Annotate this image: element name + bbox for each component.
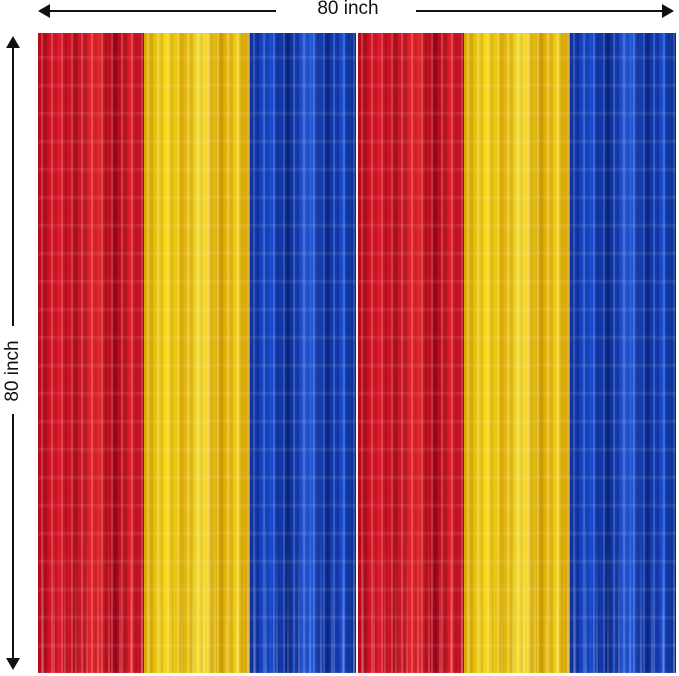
down-arrow-icon xyxy=(6,658,20,670)
yellow-foil-panel xyxy=(464,33,570,673)
curtain-set-1 xyxy=(38,33,356,673)
height-dimension-line-top xyxy=(12,44,14,326)
right-arrow-icon xyxy=(662,4,674,18)
height-dimension: 80 inch xyxy=(0,36,26,670)
curtain-set-2 xyxy=(358,33,676,673)
curtain-divider xyxy=(356,33,358,673)
width-dimension: 80 inch xyxy=(38,0,674,22)
blue-foil-panel xyxy=(570,33,676,673)
width-label: 80 inch xyxy=(317,0,379,19)
height-label: 80 inch xyxy=(2,340,23,402)
red-foil-panel xyxy=(358,33,464,673)
red-foil-panel xyxy=(38,33,144,673)
height-dimension-line-bottom xyxy=(12,414,14,660)
up-arrow-icon xyxy=(6,36,20,48)
width-dimension-line-left xyxy=(44,10,276,12)
yellow-foil-panel xyxy=(144,33,250,673)
foil-curtain-backdrop xyxy=(38,33,676,673)
width-dimension-line-right xyxy=(416,10,664,12)
blue-foil-panel xyxy=(250,33,356,673)
